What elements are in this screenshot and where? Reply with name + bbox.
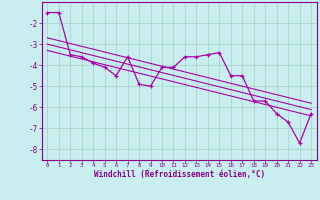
X-axis label: Windchill (Refroidissement éolien,°C): Windchill (Refroidissement éolien,°C) [94,170,265,179]
